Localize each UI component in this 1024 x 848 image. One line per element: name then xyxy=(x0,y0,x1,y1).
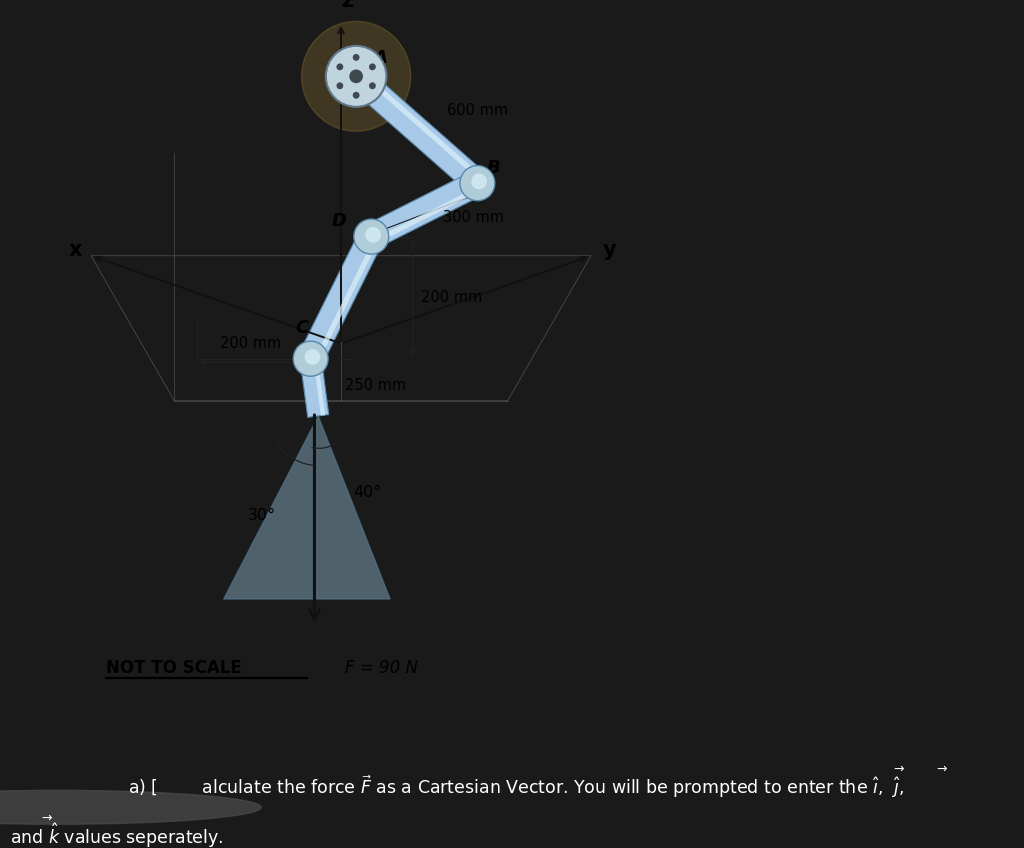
Circle shape xyxy=(302,21,411,131)
Text: and $\hat{k}$ values seperately.: and $\hat{k}$ values seperately. xyxy=(10,821,223,848)
Text: A: A xyxy=(373,49,387,67)
Text: x: x xyxy=(69,240,83,260)
Text: D: D xyxy=(332,213,347,231)
Circle shape xyxy=(354,219,389,254)
Circle shape xyxy=(326,46,386,107)
Text: 200 mm: 200 mm xyxy=(220,336,281,351)
Text: a) [        alculate the force $\vec{F}$ as a Cartesian Vector. You will be prom: a) [ alculate the force $\vec{F}$ as a C… xyxy=(128,773,904,801)
Circle shape xyxy=(304,349,321,365)
Polygon shape xyxy=(299,231,383,365)
Circle shape xyxy=(460,165,495,201)
Circle shape xyxy=(369,64,376,70)
Text: y: y xyxy=(603,240,616,260)
Polygon shape xyxy=(223,416,390,599)
Circle shape xyxy=(337,64,343,70)
Circle shape xyxy=(0,790,261,824)
Text: z: z xyxy=(341,0,353,11)
Circle shape xyxy=(349,70,362,83)
Circle shape xyxy=(293,341,328,377)
Polygon shape xyxy=(313,358,325,416)
Polygon shape xyxy=(358,70,483,181)
Text: 200 mm: 200 mm xyxy=(421,290,482,305)
Text: 40°: 40° xyxy=(353,485,382,499)
Circle shape xyxy=(471,174,487,189)
Circle shape xyxy=(337,82,343,89)
Text: $\rightarrow$: $\rightarrow$ xyxy=(934,762,948,775)
Polygon shape xyxy=(373,186,481,244)
Text: $\rightarrow$: $\rightarrow$ xyxy=(39,811,53,824)
Polygon shape xyxy=(300,357,329,417)
Circle shape xyxy=(352,54,359,61)
Circle shape xyxy=(352,92,359,98)
Text: B: B xyxy=(486,159,501,177)
Text: NOT TO SCALE: NOT TO SCALE xyxy=(106,659,242,677)
Circle shape xyxy=(366,227,381,243)
Text: 30°: 30° xyxy=(248,508,275,522)
Text: $\rightarrow$: $\rightarrow$ xyxy=(891,762,905,775)
Polygon shape xyxy=(366,171,483,248)
Polygon shape xyxy=(348,66,485,193)
Text: 250 mm: 250 mm xyxy=(345,378,406,393)
Text: C: C xyxy=(295,320,308,338)
Polygon shape xyxy=(313,238,379,362)
Text: F = 90 N: F = 90 N xyxy=(345,659,418,677)
Text: 300 mm: 300 mm xyxy=(443,210,504,225)
Text: 600 mm: 600 mm xyxy=(447,103,508,118)
Circle shape xyxy=(369,82,376,89)
